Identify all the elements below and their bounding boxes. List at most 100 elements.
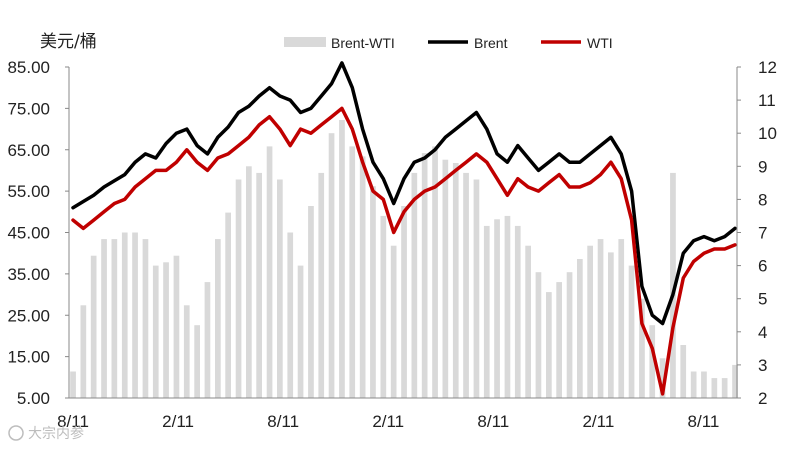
x-axis-ticks: 8/11 2/11 8/11 2/11 8/11 2/11 8/11 (57, 412, 719, 431)
price-lines (71, 61, 737, 396)
bar-brent-wti (318, 172, 325, 398)
bar-brent-wti (535, 272, 542, 398)
legend-label-wti: WTI (587, 35, 613, 51)
legend: Brent-WTI Brent WTI (284, 35, 613, 51)
bar-brent-wti (328, 133, 335, 398)
x-tick-label: 8/11 (57, 412, 89, 431)
bar-brent-wti (463, 172, 469, 398)
bar-brent-wti (370, 186, 376, 398)
bar-brent-wti (349, 146, 356, 398)
bar-brent-wti (473, 179, 480, 398)
bar-brent-wti (173, 255, 180, 398)
bar-brent-wti (359, 156, 366, 398)
watermark-text: 大宗内参 (28, 425, 84, 442)
left-tick-label: 35.00 (7, 265, 50, 284)
bar-brent-wti (308, 206, 314, 398)
bar-brent-wti (670, 172, 676, 398)
right-tick-label: 8 (758, 190, 767, 209)
bar-brent-wti (732, 364, 738, 398)
right-tick-label: 9 (758, 157, 767, 176)
bar-brent-wti (618, 239, 625, 398)
left-tick-label: 15.00 (7, 348, 50, 367)
bar-brent-wti (297, 265, 304, 398)
bar-brent-wti (504, 215, 511, 398)
bar-brent-wti (339, 120, 345, 398)
left-tick-label: 25.00 (7, 306, 50, 325)
left-tick-label: 45.00 (7, 224, 50, 243)
right-tick-label: 7 (758, 224, 767, 243)
left-tick-label: 65.00 (7, 141, 50, 160)
bar-brent-wti (597, 239, 604, 398)
bar-brent-wti (70, 371, 76, 398)
right-tick-label: 3 (758, 356, 767, 375)
series-line-wti (71, 106, 737, 396)
bar-brent-wti (525, 245, 531, 398)
right-tick-label: 6 (758, 257, 767, 276)
x-tick-label: 8/11 (688, 412, 720, 431)
watermark: 大宗内参 (8, 425, 84, 442)
bar-brent-wti (390, 245, 397, 398)
bar-brent-wti (421, 153, 428, 398)
left-axis-ticks: 5.00 15.00 25.00 35.00 45.00 55.00 65.00 75.00 8… (7, 58, 69, 408)
left-tick-label: 75.00 (7, 99, 50, 118)
bar-brent-wti (483, 225, 490, 398)
bar-brent-wti (546, 292, 552, 398)
bar-brent-wti (411, 172, 418, 398)
legend-swatch-brent-wti (284, 37, 326, 47)
right-tick-label: 10 (758, 124, 777, 143)
bar-brent-wti (401, 206, 407, 398)
bar-brent-wti (183, 305, 190, 398)
bar-brent-wti (587, 245, 593, 398)
bar-brent-wti (556, 282, 562, 398)
bar-brent-wti (90, 255, 97, 398)
bar-brent-wti (680, 345, 687, 398)
bar-brent-wti (628, 265, 635, 398)
bar-brent-wti (442, 159, 449, 398)
series-line-brent (71, 61, 737, 326)
bar-brent-wti (659, 358, 666, 398)
bar-brent-wti (639, 298, 645, 398)
bar-brent-wti (194, 325, 200, 398)
x-tick-label: 2/11 (582, 412, 614, 431)
bar-brent-wti (608, 252, 614, 398)
bar-brent-wti (256, 172, 262, 398)
bar-brent-wti (432, 146, 438, 398)
y-unit-label: 美元/桶 (40, 32, 97, 52)
bar-brent-wti (287, 232, 294, 398)
bar-brent-wti (380, 215, 387, 398)
right-tick-label: 4 (758, 323, 767, 342)
bar-brent-wti (277, 179, 283, 398)
bar-brent-wti (566, 272, 573, 398)
bar-brent-wti (514, 225, 521, 398)
bar-brent-wti (711, 378, 718, 398)
bar-brent-wti (80, 305, 87, 398)
bar-brent-wti (163, 262, 169, 398)
bar-brent-wti (690, 371, 697, 398)
bar-brent-wti (215, 239, 221, 398)
legend-label-brent-wti: Brent-WTI (331, 35, 395, 51)
bar-brent-wti (121, 232, 128, 398)
watermark-logo-icon (8, 425, 24, 441)
right-tick-label: 2 (758, 389, 767, 408)
x-tick-label: 8/11 (267, 412, 299, 431)
bar-brent-wti (152, 265, 159, 398)
x-tick-label: 8/11 (477, 412, 509, 431)
right-axis-ticks: 2 3 4 5 6 7 8 9 10 11 12 (737, 58, 777, 408)
bar-brent-wti (721, 378, 728, 398)
bar-brent-wti (204, 282, 211, 398)
bar-brent-wti (649, 325, 656, 398)
legend-label-brent: Brent (474, 35, 508, 51)
right-tick-label: 11 (758, 91, 776, 110)
bar-brent-wti (266, 146, 273, 398)
bar-brent-wti (494, 219, 500, 398)
bar-brent-wti (101, 239, 107, 398)
spread-bars (70, 120, 738, 398)
right-tick-label: 12 (758, 58, 777, 77)
left-tick-label: 85.00 (7, 58, 50, 77)
left-tick-label: 5.00 (17, 389, 50, 408)
bar-brent-wti (132, 232, 138, 398)
bar-brent-wti (142, 239, 149, 398)
bar-brent-wti (701, 371, 707, 398)
bar-brent-wti (246, 166, 252, 398)
